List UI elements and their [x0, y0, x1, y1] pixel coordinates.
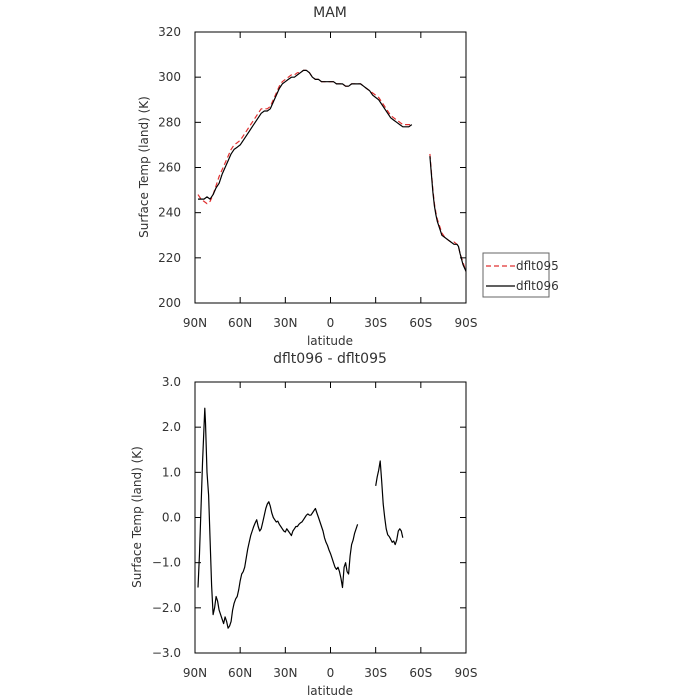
top-chart-x-tick-label: 90S: [455, 316, 478, 330]
top-chart-frame: [194, 31, 467, 304]
legend-box: [482, 252, 550, 298]
top-chart-y-tick-label: 260: [158, 161, 181, 175]
bottom-chart-x-tick-label: 30N: [273, 666, 297, 680]
top-chart-x-tick-label: 30S: [364, 316, 387, 330]
top-chart-y-tick-label: 220: [158, 251, 181, 265]
bottom-chart-panel: dflt096 - dflt095 90N 60N 30N 0 30S 60S 90S −3…: [130, 351, 477, 698]
top-chart-x-axis: 90N 60N 30N 0 30S 60S 90S: [183, 32, 478, 330]
top-chart-x-tick-label: 60S: [409, 316, 432, 330]
legend-label-dflt096: dflt096: [516, 279, 559, 293]
bottom-chart-y-tick-label: −2.0: [152, 601, 181, 615]
legend-label-dflt095: dflt095: [516, 259, 559, 273]
bottom-chart-y-axis: −3.0 −2.0 −1.0 0.0 1.0 2.0 3.0: [152, 375, 466, 660]
top-chart-series-group: [197, 69, 467, 272]
top-chart-x-tick-label: 0: [327, 316, 335, 330]
top-chart-x-tick-label: 30N: [273, 316, 297, 330]
top-chart-y-tick-label: 300: [158, 70, 181, 84]
bottom-chart-y-tick-label: 2.0: [162, 420, 181, 434]
top-chart-series-dflt095-segment-0: [197, 69, 412, 205]
top-chart-series-dflt096-segment-0: [198, 69, 413, 200]
top-chart-y-axis-title: Surface Temp (land) (K): [137, 96, 151, 238]
top-chart-y-axis: 200 220 240 260 280 300 320: [158, 25, 466, 310]
bottom-chart-y-tick-label: 1.0: [162, 465, 181, 479]
top-chart-x-tick-label: 90N: [183, 316, 207, 330]
bottom-chart-x-axis: 90N 60N 30N 0 30S 60S 90S: [183, 382, 478, 680]
bottom-chart-y-tick-label: 3.0: [162, 375, 181, 389]
top-chart-x-axis-title: latitude: [307, 334, 353, 348]
bottom-chart-y-tick-label: 0.0: [162, 511, 181, 525]
bottom-chart-frame: [194, 381, 467, 654]
bottom-chart-x-tick-label: 90S: [455, 666, 478, 680]
bottom-chart-x-tick-label: 0: [327, 666, 335, 680]
bottom-chart-y-tick-label: −1.0: [152, 556, 181, 570]
top-chart-series-dflt095-segment-1: [429, 153, 467, 272]
bottom-chart-y-tick-label: −3.0: [152, 646, 181, 660]
bottom-chart-x-tick-label: 60N: [228, 666, 252, 680]
top-chart-panel: MAM 90N 60N 30N 0 30S 60S 90S 200 220 240 260 280 3…: [137, 5, 559, 348]
bottom-chart-x-tick-label: 60S: [409, 666, 432, 680]
top-chart-y-tick-label: 280: [158, 115, 181, 129]
bottom-chart-series-group: [197, 407, 404, 629]
top-chart-series-dflt096-segment-1: [429, 156, 467, 272]
top-chart-y-tick-label: 240: [158, 206, 181, 220]
bottom-chart-x-tick-label: 90N: [183, 666, 207, 680]
bottom-chart-x-tick-label: 30S: [364, 666, 387, 680]
bottom-chart-series-difference-segment-0: [197, 407, 359, 629]
bottom-chart-y-axis-title: Surface Temp (land) (K): [130, 446, 144, 588]
top-chart-title: MAM: [313, 5, 347, 21]
bottom-chart-title: dflt096 - dflt095: [273, 351, 387, 367]
bottom-chart-x-axis-title: latitude: [307, 684, 353, 698]
legend: dflt095 dflt096: [482, 252, 559, 298]
top-chart-y-tick-label: 320: [158, 25, 181, 39]
bottom-chart-series-difference-segment-1: [375, 460, 404, 546]
top-chart-x-tick-label: 60N: [228, 316, 252, 330]
top-chart-y-tick-label: 200: [158, 296, 181, 310]
